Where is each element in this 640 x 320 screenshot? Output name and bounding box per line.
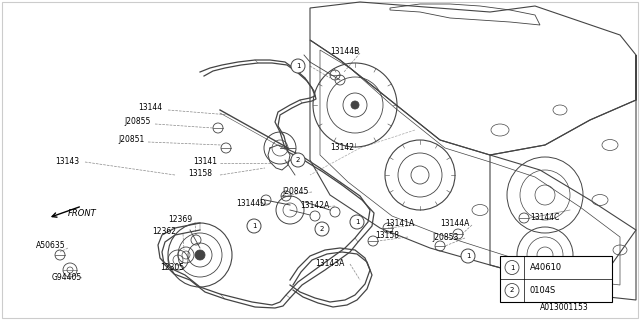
Text: 13141: 13141: [193, 157, 217, 166]
Text: 13144D: 13144D: [236, 199, 266, 209]
Text: J20853: J20853: [432, 233, 458, 242]
Text: 13141A: 13141A: [385, 220, 414, 228]
Text: J20855: J20855: [124, 117, 150, 126]
Circle shape: [505, 260, 519, 275]
Text: 13142: 13142: [330, 143, 354, 153]
Text: 12369: 12369: [168, 215, 192, 225]
Text: 12305: 12305: [160, 263, 184, 273]
Circle shape: [351, 101, 359, 109]
Text: 1: 1: [466, 253, 470, 259]
Circle shape: [315, 222, 329, 236]
Text: 2: 2: [320, 226, 324, 232]
Text: G94405: G94405: [52, 274, 83, 283]
Text: 1: 1: [509, 265, 515, 270]
Circle shape: [350, 215, 364, 229]
Circle shape: [247, 219, 261, 233]
Text: 12362: 12362: [152, 228, 176, 236]
Text: 13143: 13143: [55, 157, 79, 166]
Text: 13158: 13158: [375, 231, 399, 241]
Text: 2: 2: [296, 157, 300, 163]
Text: A40610: A40610: [530, 263, 562, 272]
Circle shape: [195, 250, 205, 260]
Text: 1: 1: [296, 63, 300, 69]
Text: J20851: J20851: [118, 135, 144, 145]
Circle shape: [461, 249, 475, 263]
Text: 13142A: 13142A: [300, 202, 329, 211]
Text: 13144C: 13144C: [530, 213, 559, 222]
Circle shape: [505, 284, 519, 298]
Text: 0104S: 0104S: [530, 286, 556, 295]
Text: A50635: A50635: [36, 242, 66, 251]
Text: J20845: J20845: [282, 188, 308, 196]
Circle shape: [291, 59, 305, 73]
Text: FRONT: FRONT: [68, 209, 97, 218]
Text: A013001153: A013001153: [540, 303, 589, 313]
Text: 13158: 13158: [188, 170, 212, 179]
Text: 1: 1: [355, 219, 359, 225]
Circle shape: [291, 153, 305, 167]
Text: 13143A: 13143A: [315, 260, 344, 268]
Bar: [500, 256, 612, 302]
Text: 2: 2: [510, 287, 514, 293]
Text: 1: 1: [252, 223, 256, 229]
Text: 13144: 13144: [138, 103, 162, 113]
Text: 13144B: 13144B: [330, 47, 359, 57]
Text: 13144A: 13144A: [440, 220, 469, 228]
